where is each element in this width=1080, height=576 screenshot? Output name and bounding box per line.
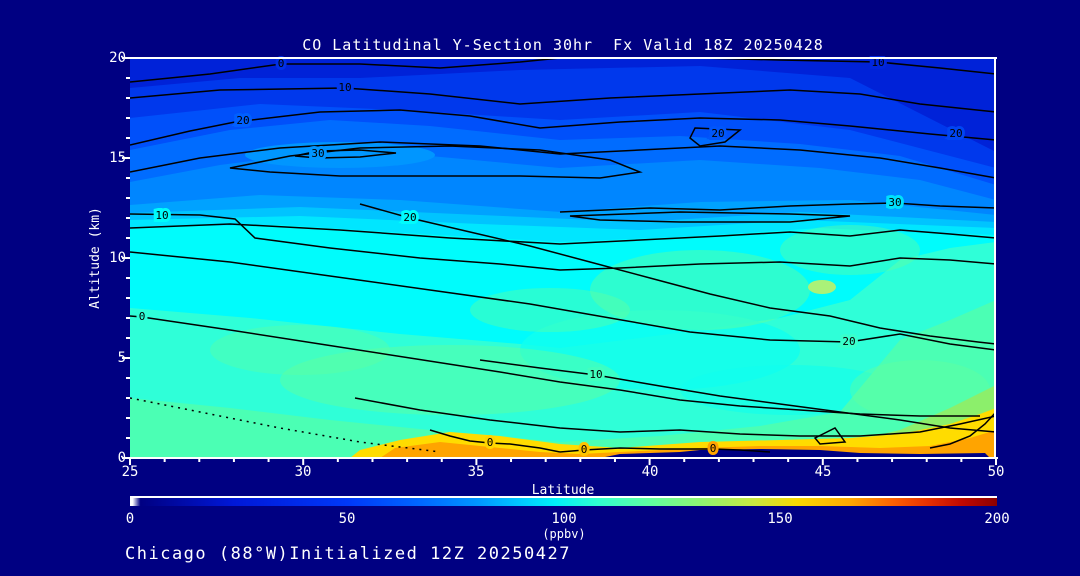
contour-label: 10	[155, 209, 168, 222]
colorbar-units-label: (ppbv)	[542, 527, 586, 541]
y-tick-label: 15	[109, 150, 126, 166]
contour-label: 20	[403, 211, 416, 224]
x-tick-label: 35	[467, 464, 485, 480]
x-tick-label: 30	[294, 464, 312, 480]
colorbar-gradient	[130, 498, 997, 506]
contour-label: 10	[338, 81, 351, 94]
x-tick-label: 25	[121, 464, 139, 480]
y-tick-label: 10	[109, 250, 126, 266]
colorbar-tick-label: 100	[551, 511, 577, 527]
x-tick-label: 45	[814, 464, 832, 480]
y-axis-title: Altitude (km)	[88, 207, 103, 309]
colorbar-tick-label: 150	[767, 511, 793, 527]
terrain-mask	[600, 449, 990, 458]
contour-labels: 0 10 10 20 20 30 20 30 10 20 20 10 0 0 0…	[136, 56, 966, 459]
contour-plot: 0 10 10 20 20 30 20 30 10 20 20 10 0 0 0…	[122, 56, 998, 465]
x-tick-label: 50	[987, 464, 1005, 480]
contour-label: 20	[711, 127, 724, 140]
surface-orange-plume	[380, 430, 996, 458]
colorbar-border	[130, 496, 997, 498]
y-axis-ticks	[122, 57, 130, 459]
contour-label: 20	[842, 335, 855, 348]
contour-label: 0	[710, 442, 717, 455]
x-axis-ticks	[129, 458, 997, 465]
y-tick-label: 20	[109, 50, 126, 66]
x-axis-title: Latitude	[531, 483, 595, 498]
colorbar-tick-label: 0	[125, 511, 135, 527]
contour-label: 0	[581, 443, 588, 456]
contour-label: 0	[278, 57, 285, 70]
colorbar-tick-label: 200	[984, 511, 1010, 527]
plot-borders	[128, 57, 998, 459]
colorbar-tick-label: 50	[338, 511, 356, 527]
contour-isolines	[130, 58, 996, 453]
filled-contour-bands	[130, 58, 996, 458]
y-tick-label: 0	[117, 450, 126, 466]
contour-label: 10	[871, 56, 884, 69]
y-tick-label: 5	[117, 350, 126, 366]
initialization-label: Chicago (88°W)Initialized 12Z 20250427	[125, 544, 571, 564]
x-tick-label: 40	[641, 464, 659, 480]
chart-title: CO Latitudinal Y-Section 30hr Fx Valid 1…	[302, 36, 824, 54]
contour-label: 0	[487, 436, 494, 449]
contour-label: 10	[589, 368, 602, 381]
surface-yellow-band	[350, 408, 996, 458]
contour-label: 20	[236, 114, 249, 127]
contour-label: 20	[949, 127, 962, 140]
contour-label: 0	[139, 310, 146, 323]
contour-label: 30	[311, 147, 324, 160]
green-patches	[210, 225, 990, 420]
contour-label: 30	[888, 196, 901, 209]
